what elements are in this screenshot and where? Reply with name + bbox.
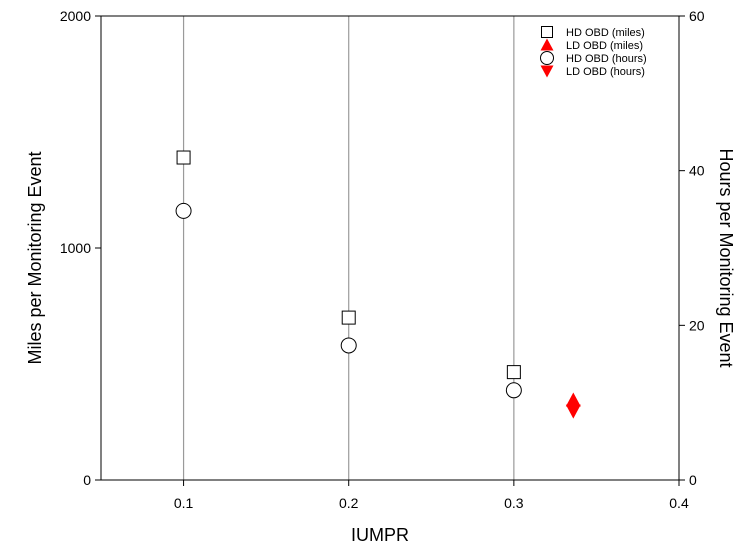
legend-label: HD OBD (miles) xyxy=(566,27,645,39)
y-right-tick-label: 20 xyxy=(689,317,705,333)
data-point xyxy=(565,392,581,407)
x-tick-label: 0.3 xyxy=(504,495,524,511)
y-right-tick-label: 0 xyxy=(689,472,697,488)
gridlines xyxy=(182,16,515,480)
right-y-axis-label: Hours per Monitoring Event xyxy=(716,148,736,367)
data-marks xyxy=(175,150,581,419)
legend-marker xyxy=(541,26,553,38)
x-tick-label: 0.4 xyxy=(669,495,689,511)
left-y-axis: 0 1000 2000 xyxy=(60,8,101,488)
legend-label: LD OBD (miles) xyxy=(566,40,643,52)
legend-label: HD OBD (hours) xyxy=(566,53,647,65)
legend: HD OBD (miles)LD OBD (miles)HD OBD (hour… xyxy=(540,26,647,78)
x-tick-label: 0.1 xyxy=(174,495,194,511)
x-axis-label: IUMPR xyxy=(351,525,409,545)
y-right-tick-label: 60 xyxy=(689,8,705,24)
data-point xyxy=(341,310,356,325)
x-axis: 0.1 0.2 0.3 0.4 xyxy=(174,480,689,511)
data-point xyxy=(565,404,581,419)
y-right-tick-label: 40 xyxy=(689,163,705,179)
legend-marker xyxy=(540,51,554,65)
right-y-axis: 0 20 40 60 xyxy=(679,8,705,488)
legend-marker xyxy=(540,38,554,51)
plot-frame xyxy=(100,15,680,481)
y-left-tick-label: 2000 xyxy=(60,8,91,24)
x-tick-label: 0.2 xyxy=(339,495,359,511)
data-point xyxy=(506,365,521,380)
data-point xyxy=(175,202,192,219)
y-left-tick-label: 1000 xyxy=(60,240,91,256)
legend-label: LD OBD (hours) xyxy=(566,66,645,78)
data-point xyxy=(176,150,191,165)
left-y-axis-label: Miles per Monitoring Event xyxy=(25,151,45,364)
data-point xyxy=(505,382,522,399)
y-left-tick-label: 0 xyxy=(83,472,91,488)
legend-marker xyxy=(540,65,554,78)
data-point xyxy=(340,337,357,354)
